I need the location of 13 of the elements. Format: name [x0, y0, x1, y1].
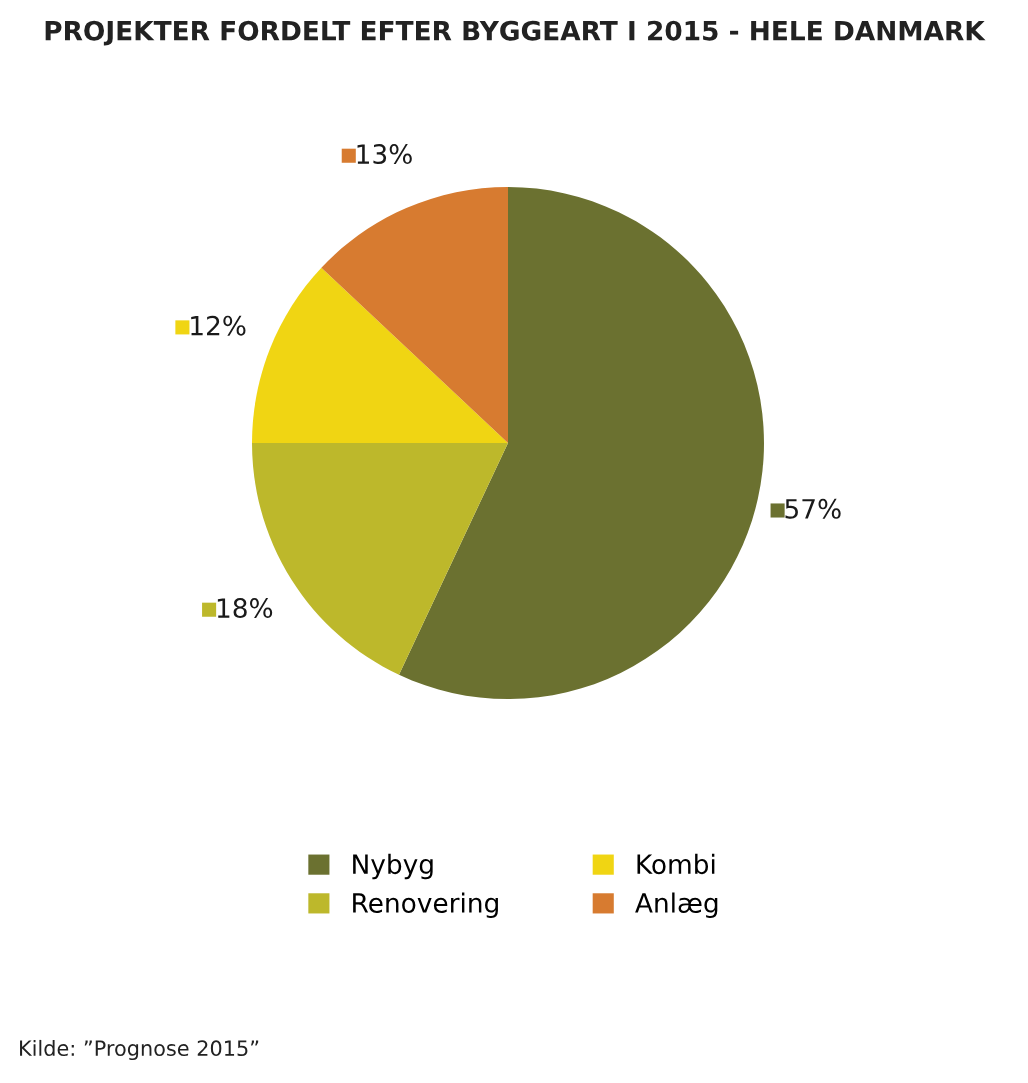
pie-slice: [321, 187, 508, 443]
pie-slice: [399, 187, 764, 699]
pie-slice: [252, 267, 508, 443]
legend-label: Kombi: [637, 853, 715, 875]
data-label: 57%: [785, 498, 841, 519]
data-label: 12%: [191, 315, 246, 336]
legend-label: Nybyg: [353, 853, 433, 880]
data-label: 18%: [217, 598, 273, 619]
chart-title: PROJEKTER FORDELT EFTER BYGGEART I 2015 - HELE DANMARK: [45, 20, 986, 46]
legend-label: Anlæg: [635, 892, 718, 919]
data-label: 13%: [357, 144, 412, 165]
legend-label: Renovering: [353, 892, 498, 919]
text: Kilde: ”Prognose 2015”: [20, 1039, 259, 1061]
